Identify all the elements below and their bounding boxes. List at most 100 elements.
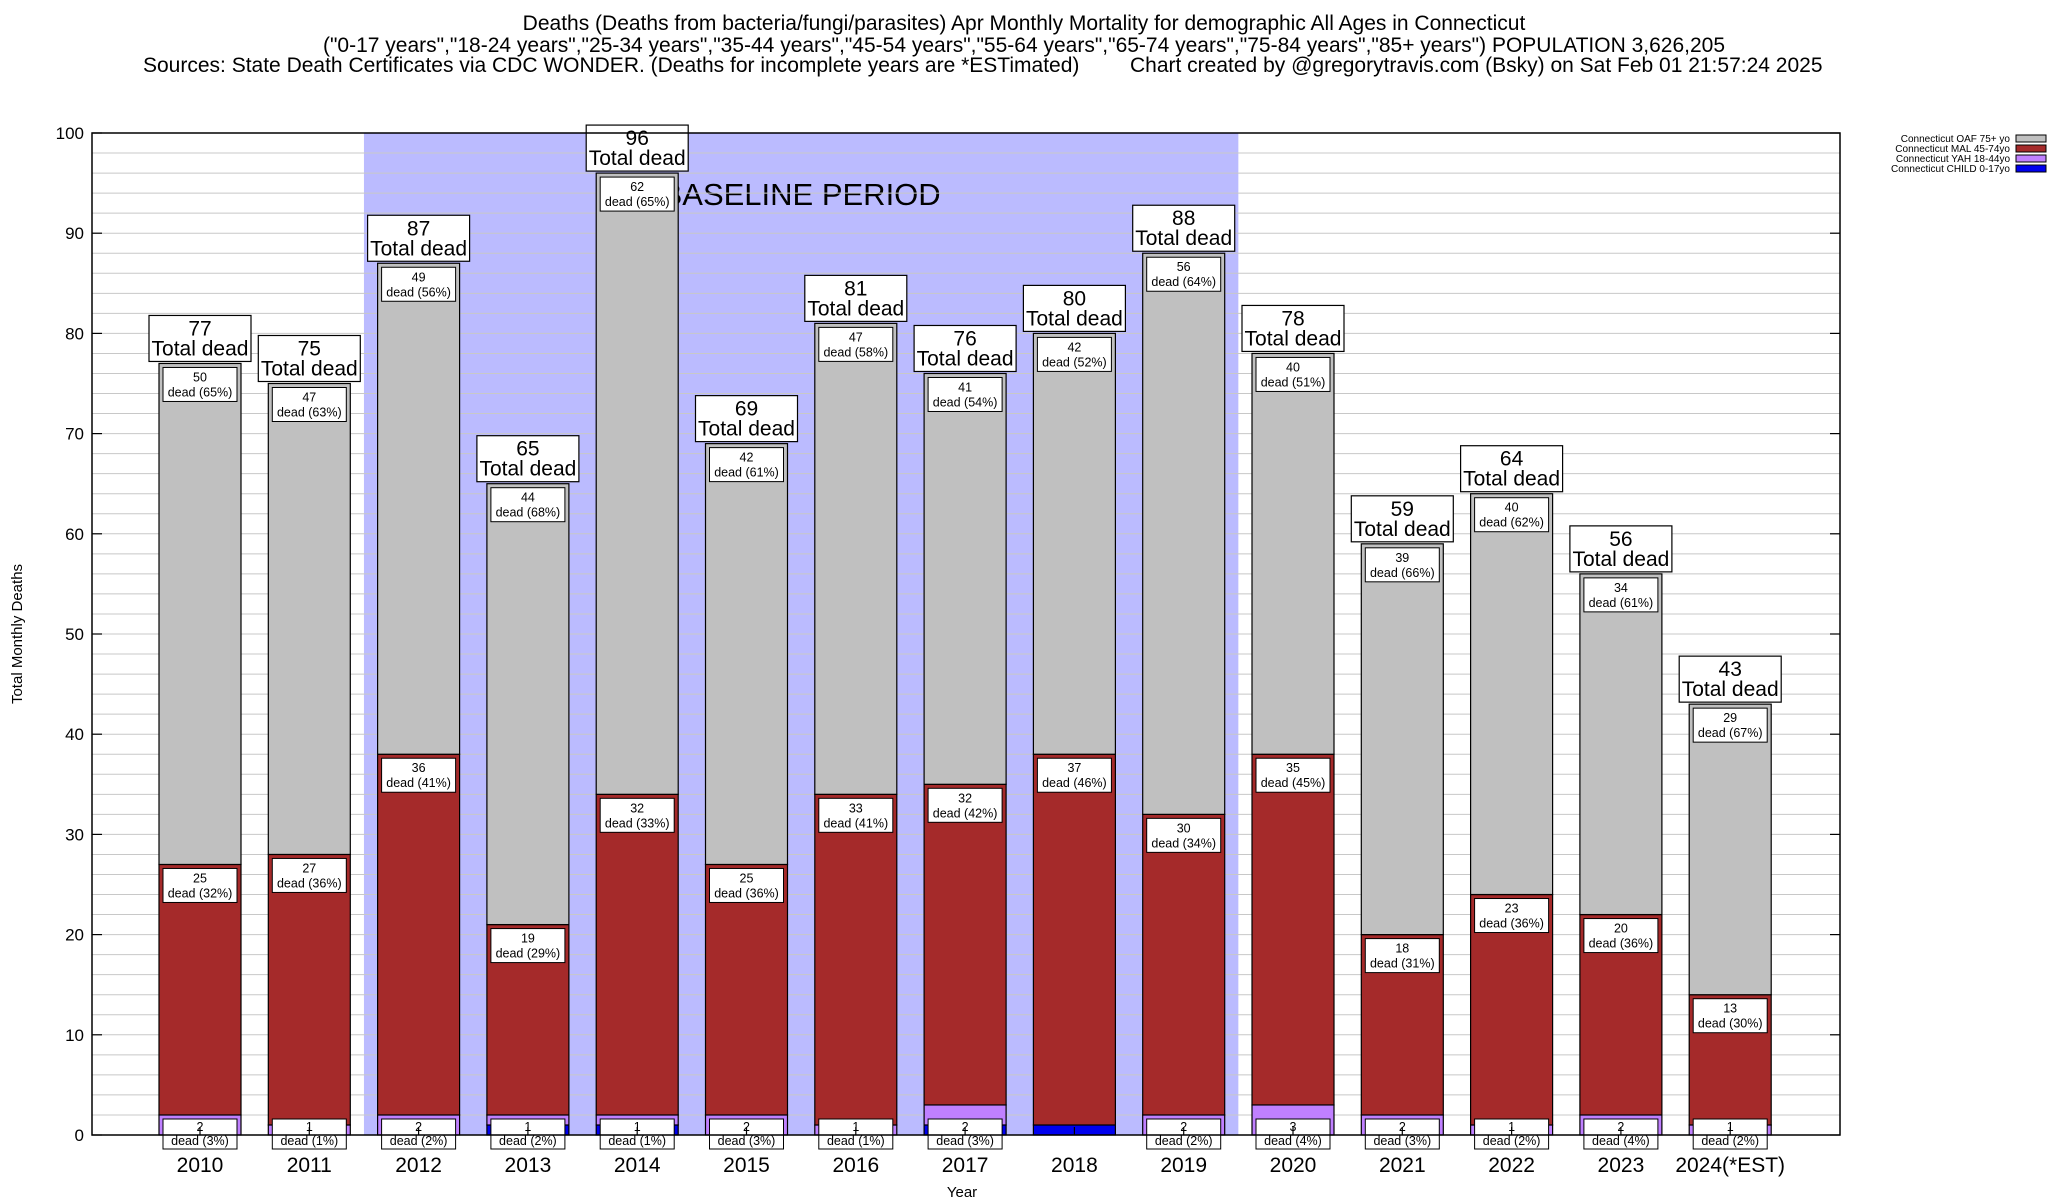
segment-percent-label: dead (67%) [1698,726,1763,740]
segment-percent-label: dead (56%) [386,285,451,299]
bar-mal [377,753,461,1116]
segment-label-box [1364,938,1440,974]
segment-label-box [709,867,784,903]
total-label-box [1678,655,1782,703]
segment-label-box [599,797,675,833]
segment-percent-label: dead (46%) [1042,776,1107,790]
segment-value-label: 36 [412,761,426,775]
total-label-box [1241,304,1345,353]
y-tick-label: 80 [65,324,84,343]
segment-value-label: 47 [302,391,316,405]
total-text-label: Total dead [1682,678,1779,701]
segment-label-box [1583,918,1659,954]
segment-label-box [1255,757,1331,793]
segment-percent-label: dead (41%) [386,776,451,790]
bar-oaf [704,443,789,866]
x-tick-label: 2021 [1379,1154,1426,1177]
segment-label-box [709,447,784,483]
legend-entry-label: Connecticut YAH 18-44yo [1896,154,2011,165]
segment-percent-label: dead (36%) [1479,917,1544,931]
total-text-label: Total dead [370,237,467,260]
segment-percent-label: dead (2%) [390,1134,448,1148]
bar-oaf [595,172,679,795]
x-tick-label: 2016 [832,1154,879,1177]
total-text-label: Total dead [917,347,1014,370]
segment-percent-label: dead (30%) [1698,1017,1763,1031]
x-tick-label: 2015 [723,1154,770,1177]
bar-mal [704,863,789,1116]
bar-group-2018 [1032,332,1117,1136]
total-text-label: Total dead [1026,307,1123,330]
segment-percent-label: dead (65%) [168,385,233,399]
segment-percent-label: dead (52%) [1042,355,1107,369]
bar-group-2024EST [1688,703,1772,1136]
y-tick-label: 0 [75,1126,84,1145]
segment-value-label: 32 [958,791,972,805]
total-label-box [367,214,471,262]
segment-value-label: 42 [740,451,754,465]
segment-percent-label: dead (66%) [1370,566,1435,580]
total-text-label: Total dead [698,418,795,441]
bar-group-2015 [704,443,789,1136]
bar-mal [923,783,1007,1106]
segment-value-label: 35 [1286,761,1300,775]
legend-swatch-child [2015,164,2047,173]
segment-percent-label: dead (45%) [1261,776,1326,790]
bar-group-2023 [1579,573,1663,1136]
bar-oaf [267,382,351,856]
segment-label-box [162,867,238,903]
segment-percent-label: dead (34%) [1151,836,1216,850]
total-value-label: 81 [844,277,867,300]
segment-label-box [818,326,894,362]
segment-value-label: 34 [1614,581,1628,595]
segment-percent-label: dead (63%) [277,406,342,420]
total-label-box [694,395,799,443]
segment-percent-label: dead (54%) [933,395,998,409]
segment-label-box [1146,817,1222,853]
bar-group-2010 [158,362,242,1136]
total-value-label: 69 [735,398,758,421]
segment-percent-label: dead (1%) [827,1134,885,1148]
total-text-label: Total dead [479,458,576,481]
segment-percent-label: dead (29%) [496,947,561,961]
segment-percent-label: dead (3%) [718,1134,776,1148]
segment-label-box [490,487,566,523]
x-tick-label: 2024(*EST) [1675,1154,1785,1177]
segment-percent-label: dead (2%) [1155,1134,1213,1148]
total-value-label: 88 [1172,207,1195,230]
segment-percent-label: dead (42%) [933,806,998,820]
total-text-label: Total dead [589,147,686,170]
chart-title: Deaths (Deaths from bacteria/fungi/paras… [522,12,1526,35]
chart-credit: Chart created by @gregorytravis.com (Bsk… [1130,54,1823,77]
segment-percent-label: dead (41%) [823,816,888,830]
total-value-label: 76 [953,327,976,350]
bar-group-2012 [377,262,461,1136]
legend-entry-label: Connecticut OAF 75+ yo [1901,134,2011,145]
segment-label-box [162,366,238,402]
segment-percent-label: dead (36%) [1589,937,1654,951]
segment-percent-label: dead (2%) [1701,1134,1759,1148]
total-label-box [1350,495,1454,543]
total-label-box [1132,204,1236,252]
segment-percent-label: dead (65%) [605,195,670,209]
x-tick-label: 2010 [177,1154,224,1177]
total-label-box [148,314,252,363]
total-value-label: 43 [1719,658,1742,681]
segment-percent-label: dead (3%) [1373,1134,1431,1148]
segment-percent-label: dead (32%) [168,886,233,900]
segment-value-label: 47 [849,330,863,344]
segment-percent-label: dead (51%) [1261,375,1326,389]
bar-group-2013 [486,483,570,1136]
segment-value-label: 40 [1505,501,1519,515]
legend-entry-label: Connecticut CHILD 0-17yo [1891,164,2010,175]
total-text-label: Total dead [1354,518,1451,541]
x-tick-label: 2013 [505,1154,552,1177]
total-text-label: Total dead [1572,548,1669,571]
segment-value-label: 29 [1723,711,1737,725]
chart-sources: Sources: State Death Certificates via CD… [143,54,1080,77]
total-label-box [913,324,1017,373]
bar-oaf [486,483,570,926]
total-text-label: Total dead [152,337,249,360]
segment-value-label: 39 [1395,551,1409,565]
